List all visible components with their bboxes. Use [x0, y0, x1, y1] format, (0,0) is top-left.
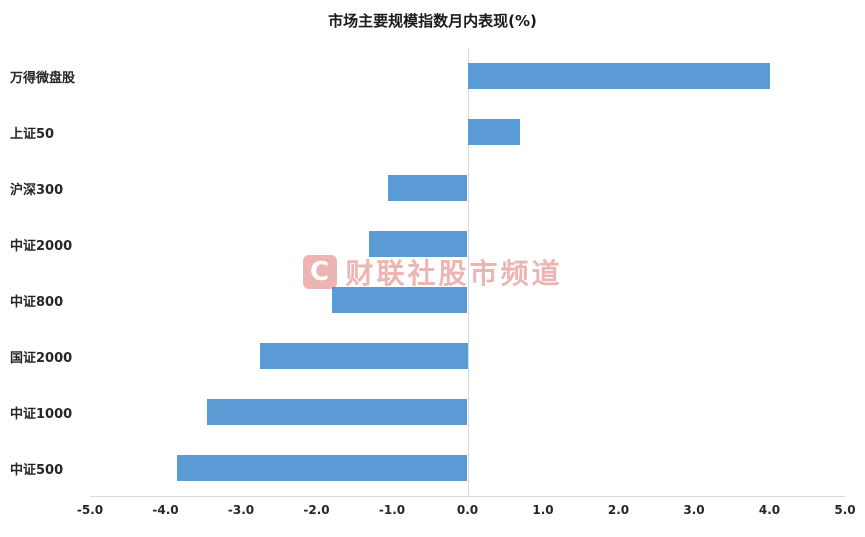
zero-axis-line [467, 48, 469, 496]
category-label: 沪深300 [10, 182, 64, 198]
bar [176, 455, 468, 481]
plot-area [90, 48, 845, 497]
x-axis: -5.0 -4.0 -3.0 -2.0 -1.0 0.0 1.0 2.0 3.0 4.0 5.0 [77, 503, 856, 523]
bar [388, 175, 468, 201]
category-label: 万得微盘股 [10, 70, 76, 86]
category-label: 中证500 [10, 463, 64, 479]
x-tick-label: 0.0 [456, 503, 479, 517]
bar [467, 63, 770, 89]
x-tick-label: -1.0 [378, 503, 406, 517]
bar [369, 231, 468, 257]
bar [467, 119, 521, 145]
chart-row [90, 440, 845, 496]
category-label: 国证2000 [10, 351, 73, 367]
chart-row [90, 328, 845, 384]
x-tick-label: -2.0 [303, 503, 330, 517]
x-tick-label: 5.0 [834, 503, 856, 517]
x-tick-label: 3.0 [683, 503, 705, 517]
x-tick-label: 2.0 [607, 503, 630, 517]
chart-row [90, 384, 845, 440]
x-tick-label: 4.0 [758, 503, 781, 517]
chart-title: 市场主要规模指数月内表现(%) [328, 12, 537, 30]
category-label: 中证1000 [10, 407, 73, 423]
chart-row [90, 48, 845, 104]
y-axis-category-labels: 万得微盘股上证50 沪深300 中证2000 中证800 国证2000 中证1000 中证5… [0, 48, 86, 497]
chart-row [90, 216, 845, 272]
bar-rows [90, 48, 845, 496]
bar [207, 399, 468, 425]
bar [259, 343, 468, 369]
category-label: 中证2000 [10, 238, 73, 254]
category-label: 中证800 [10, 295, 64, 311]
x-tick-label: -3.0 [227, 503, 255, 517]
bar [331, 287, 468, 313]
chart-row [90, 104, 845, 160]
category-label: 上证50 [10, 126, 55, 142]
chart-row [90, 272, 845, 328]
chart-row [90, 160, 845, 216]
x-tick-label: -4.0 [152, 503, 179, 517]
x-tick-label: 1.0 [532, 503, 554, 517]
x-tick-label: -5.0 [76, 503, 104, 517]
